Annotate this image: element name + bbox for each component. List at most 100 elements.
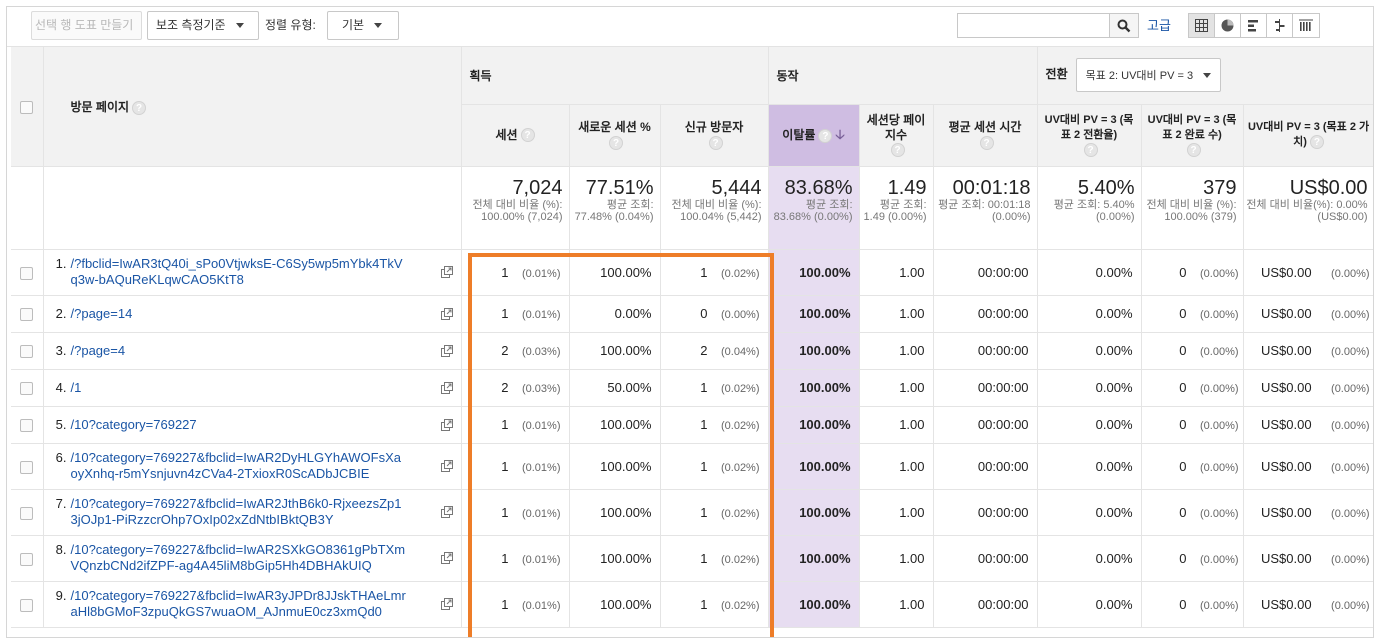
page-link[interactable]: /10?category=769227&fbclid=IwAR3yJPDr8JJ… — [70, 588, 406, 619]
avg-duration-cell: 00:00:00 — [933, 295, 1038, 333]
create-chart-button[interactable]: 선택 행 도표 만들기 — [31, 11, 142, 40]
search-button[interactable] — [1109, 13, 1139, 38]
sessions-percent: (0.01%) — [521, 599, 561, 612]
advanced-filter-link[interactable]: 고급 — [1147, 18, 1171, 33]
row-checkbox[interactable] — [20, 460, 34, 474]
open-external-icon[interactable] — [440, 598, 453, 610]
goal-value-column-header[interactable]: UV대비 PV = 3 (목표 2 가치)? — [1243, 104, 1373, 167]
open-external-icon[interactable] — [440, 307, 453, 320]
row-checkbox[interactable] — [20, 506, 34, 520]
row-select-cell — [11, 295, 44, 333]
new-users-value: 1 — [700, 458, 708, 474]
bounce-rate-column-header[interactable]: 이탈률? 🡣 — [768, 104, 860, 167]
table-search-input[interactable] — [957, 13, 1110, 38]
open-external-icon[interactable] — [440, 381, 453, 394]
page-column-header[interactable]: 방문 페이지? — [43, 47, 462, 167]
grid-icon — [1195, 19, 1208, 32]
conversion-group-header: 전환 목표 2: UV대비 PV = 3 — [1037, 47, 1373, 105]
sessions-value: 2 — [501, 343, 509, 358]
new-users-percent: (0.02%) — [720, 383, 760, 395]
sessions-percent: (0.01%) — [521, 461, 561, 474]
select-all-checkbox[interactable] — [20, 100, 34, 114]
help-icon[interactable]: ? — [520, 128, 535, 143]
help-icon[interactable]: ? — [818, 128, 833, 143]
secondary-dimension-dropdown[interactable]: 보조 측정기준 — [147, 11, 259, 40]
page-link[interactable]: /1 — [70, 379, 82, 395]
page-cell: 4./1 — [43, 369, 462, 407]
bounce-rate-cell: 100.00% — [768, 249, 860, 296]
data-rows: 1./?fbclid=IwAR3tQ40i_sPo0VtjwksE-C6Sy5w… — [11, 249, 1373, 628]
new-users-percent: (0.02%) — [720, 599, 760, 612]
row-checkbox[interactable] — [20, 598, 34, 612]
pages-per-session-cell: 1.00 — [859, 489, 934, 536]
grid-view-button[interactable] — [1189, 14, 1215, 37]
row-select-cell — [11, 406, 44, 444]
new-sessions-column-header[interactable]: 새로운 세션 %? — [569, 104, 661, 167]
help-icon[interactable]: ? — [132, 100, 147, 115]
row-index: 2. — [55, 305, 67, 321]
bar-view-button[interactable] — [1241, 14, 1267, 37]
row-checkbox[interactable] — [20, 552, 34, 566]
pivot-view-button[interactable] — [1293, 14, 1319, 37]
pie-view-button[interactable] — [1215, 14, 1241, 37]
row-select-cell — [11, 489, 44, 536]
row-checkbox[interactable] — [20, 266, 34, 280]
new-users-percent: (0.02%) — [720, 553, 760, 566]
open-external-icon[interactable] — [440, 344, 453, 357]
total-value: 5.40% — [1077, 176, 1135, 199]
open-external-icon[interactable] — [440, 460, 453, 472]
new-users-value: 1 — [700, 380, 708, 395]
sessions-column-header[interactable]: 세션? — [461, 104, 570, 167]
page-link[interactable]: /10?category=769227&fbclid=IwAR2DyHLGYhA… — [70, 450, 401, 481]
help-icon[interactable]: ? — [1186, 142, 1201, 157]
open-external-icon[interactable] — [440, 506, 453, 518]
help-icon[interactable]: ? — [708, 135, 723, 150]
help-icon[interactable]: ? — [1083, 142, 1098, 157]
new-users-column-header[interactable]: 신규 방문자? — [660, 104, 769, 167]
avg-duration-cell: 00:00:00 — [933, 249, 1038, 296]
sessions-value: 2 — [501, 380, 509, 395]
goal-value-cell: US$0.00 (0.00%) — [1243, 332, 1373, 370]
page-link[interactable]: /10?category=769227 — [70, 416, 197, 432]
row-select-cell — [11, 535, 44, 582]
conversion-rate-cell: 0.00% — [1037, 406, 1142, 444]
sort-type-dropdown[interactable]: 기본 — [327, 11, 399, 40]
compare-view-button[interactable] — [1267, 14, 1293, 37]
help-icon[interactable]: ? — [890, 143, 905, 158]
pages-per-session-column-header[interactable]: 세션당 페이지수? — [859, 104, 934, 167]
goal-value-cell: US$0.00 (0.00%) — [1243, 535, 1373, 582]
goal-select-dropdown[interactable]: 목표 2: UV대비 PV = 3 — [1075, 58, 1222, 93]
row-index: 6. — [55, 450, 67, 465]
completions-value: 0 — [1179, 596, 1187, 612]
goal-value: US$0.00 — [1260, 550, 1312, 566]
table-row: 9./10?category=769227&fbclid=IwAR3yJPDr8… — [11, 581, 1373, 628]
page-link[interactable]: /10?category=769227&fbclid=IwAR2JthB6k0-… — [70, 496, 402, 527]
goal-value: US$0.00 — [1260, 306, 1312, 321]
open-external-icon[interactable] — [440, 552, 453, 564]
page-cell: 8./10?category=769227&fbclid=IwAR2SXkGO8… — [43, 535, 462, 582]
page-link[interactable]: /?fbclid=IwAR3tQ40i_sPo0VtjwksE-C6Sy5wp5… — [70, 256, 403, 287]
row-checkbox[interactable] — [20, 419, 34, 433]
sessions-cell: 1 (0.01%) — [461, 249, 570, 296]
row-checkbox[interactable] — [20, 382, 34, 396]
completions-cell: 0 (0.00%) — [1141, 332, 1244, 370]
new-users-cell: 1 (0.02%) — [660, 406, 769, 444]
new-sessions-cell: 100.00% — [569, 332, 661, 370]
goal-conversion-rate-column-header[interactable]: UV대비 PV = 3 (목표 2 전환율)? — [1037, 104, 1142, 167]
page-link[interactable]: /?page=14 — [70, 305, 133, 321]
page-link[interactable]: /?page=4 — [70, 342, 126, 358]
completions-cell: 0 (0.00%) — [1141, 406, 1244, 444]
avg-session-duration-column-header[interactable]: 평균 세션 시간? — [933, 104, 1038, 167]
total-value: 83.68% — [784, 176, 853, 199]
row-checkbox[interactable] — [20, 345, 34, 359]
open-external-icon[interactable] — [440, 266, 453, 278]
help-icon[interactable]: ? — [609, 135, 623, 150]
help-icon[interactable]: ? — [979, 135, 994, 150]
help-icon[interactable]: ? — [1309, 135, 1324, 150]
new-users-value: 1 — [700, 550, 708, 566]
page-link[interactable]: /10?category=769227&fbclid=IwAR2SXkGO836… — [70, 542, 406, 573]
total-value: 379 — [1203, 176, 1237, 199]
goal-completions-column-header[interactable]: UV대비 PV = 3 (목표 2 완료 수)? — [1141, 104, 1244, 167]
open-external-icon[interactable] — [440, 418, 453, 431]
row-checkbox[interactable] — [20, 308, 34, 322]
